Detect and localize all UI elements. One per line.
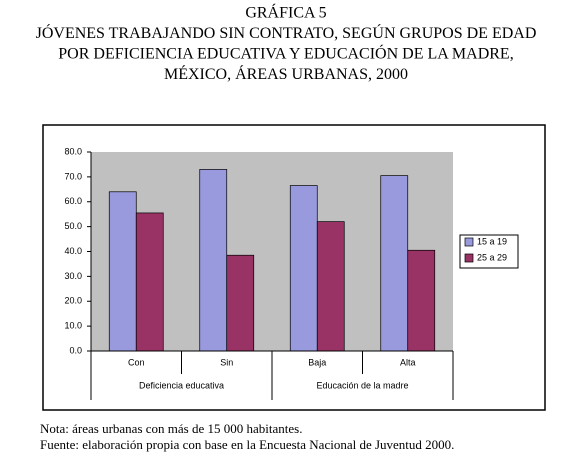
legend-label: 15 a 19 xyxy=(477,236,507,246)
legend-box xyxy=(459,234,519,269)
bar xyxy=(135,212,164,352)
y-tick-label: 10.0 xyxy=(64,321,82,331)
y-tick-label: 50.0 xyxy=(64,221,82,231)
bar xyxy=(316,221,345,352)
bar xyxy=(199,169,228,352)
y-tick-label: 30.0 xyxy=(64,271,82,281)
x-tick-label: Alta xyxy=(400,357,416,367)
bar xyxy=(289,185,318,352)
group-label: Educación de la madre xyxy=(316,380,408,390)
chart-title: GRÁFICA 5 xyxy=(245,3,326,22)
bar xyxy=(226,254,255,352)
legend-swatch xyxy=(464,253,474,263)
y-tick-label: 0.0 xyxy=(69,345,82,355)
bar xyxy=(108,191,137,352)
chart-title: JÓVENES TRABAJANDO SIN CONTRATO, SEGÚN G… xyxy=(36,23,537,42)
legend-label: 25 a 29 xyxy=(477,252,507,262)
y-tick-label: 80.0 xyxy=(64,146,82,156)
bar xyxy=(407,249,436,352)
y-tick-label: 20.0 xyxy=(64,296,82,306)
y-tick-label: 70.0 xyxy=(64,171,82,181)
y-tick-label: 60.0 xyxy=(64,196,82,206)
bar xyxy=(380,175,409,352)
x-tick-label: Con xyxy=(128,357,145,367)
x-tick-label: Sin xyxy=(220,357,233,367)
legend-swatch xyxy=(464,237,474,247)
chart-title: MÉXICO, ÁREAS URBANAS, 2000 xyxy=(164,64,408,83)
x-tick-label: Baja xyxy=(308,357,326,367)
note: Nota: áreas urbanas con más de 15 000 ha… xyxy=(40,421,302,436)
note: Fuente: elaboración propia con base en l… xyxy=(40,437,454,452)
y-tick-label: 40.0 xyxy=(64,246,82,256)
group-label: Deficiencia educativa xyxy=(139,380,224,390)
chart-title: POR DEFICIENCIA EDUCATIVA Y EDUCACIÓN DE… xyxy=(58,44,513,63)
